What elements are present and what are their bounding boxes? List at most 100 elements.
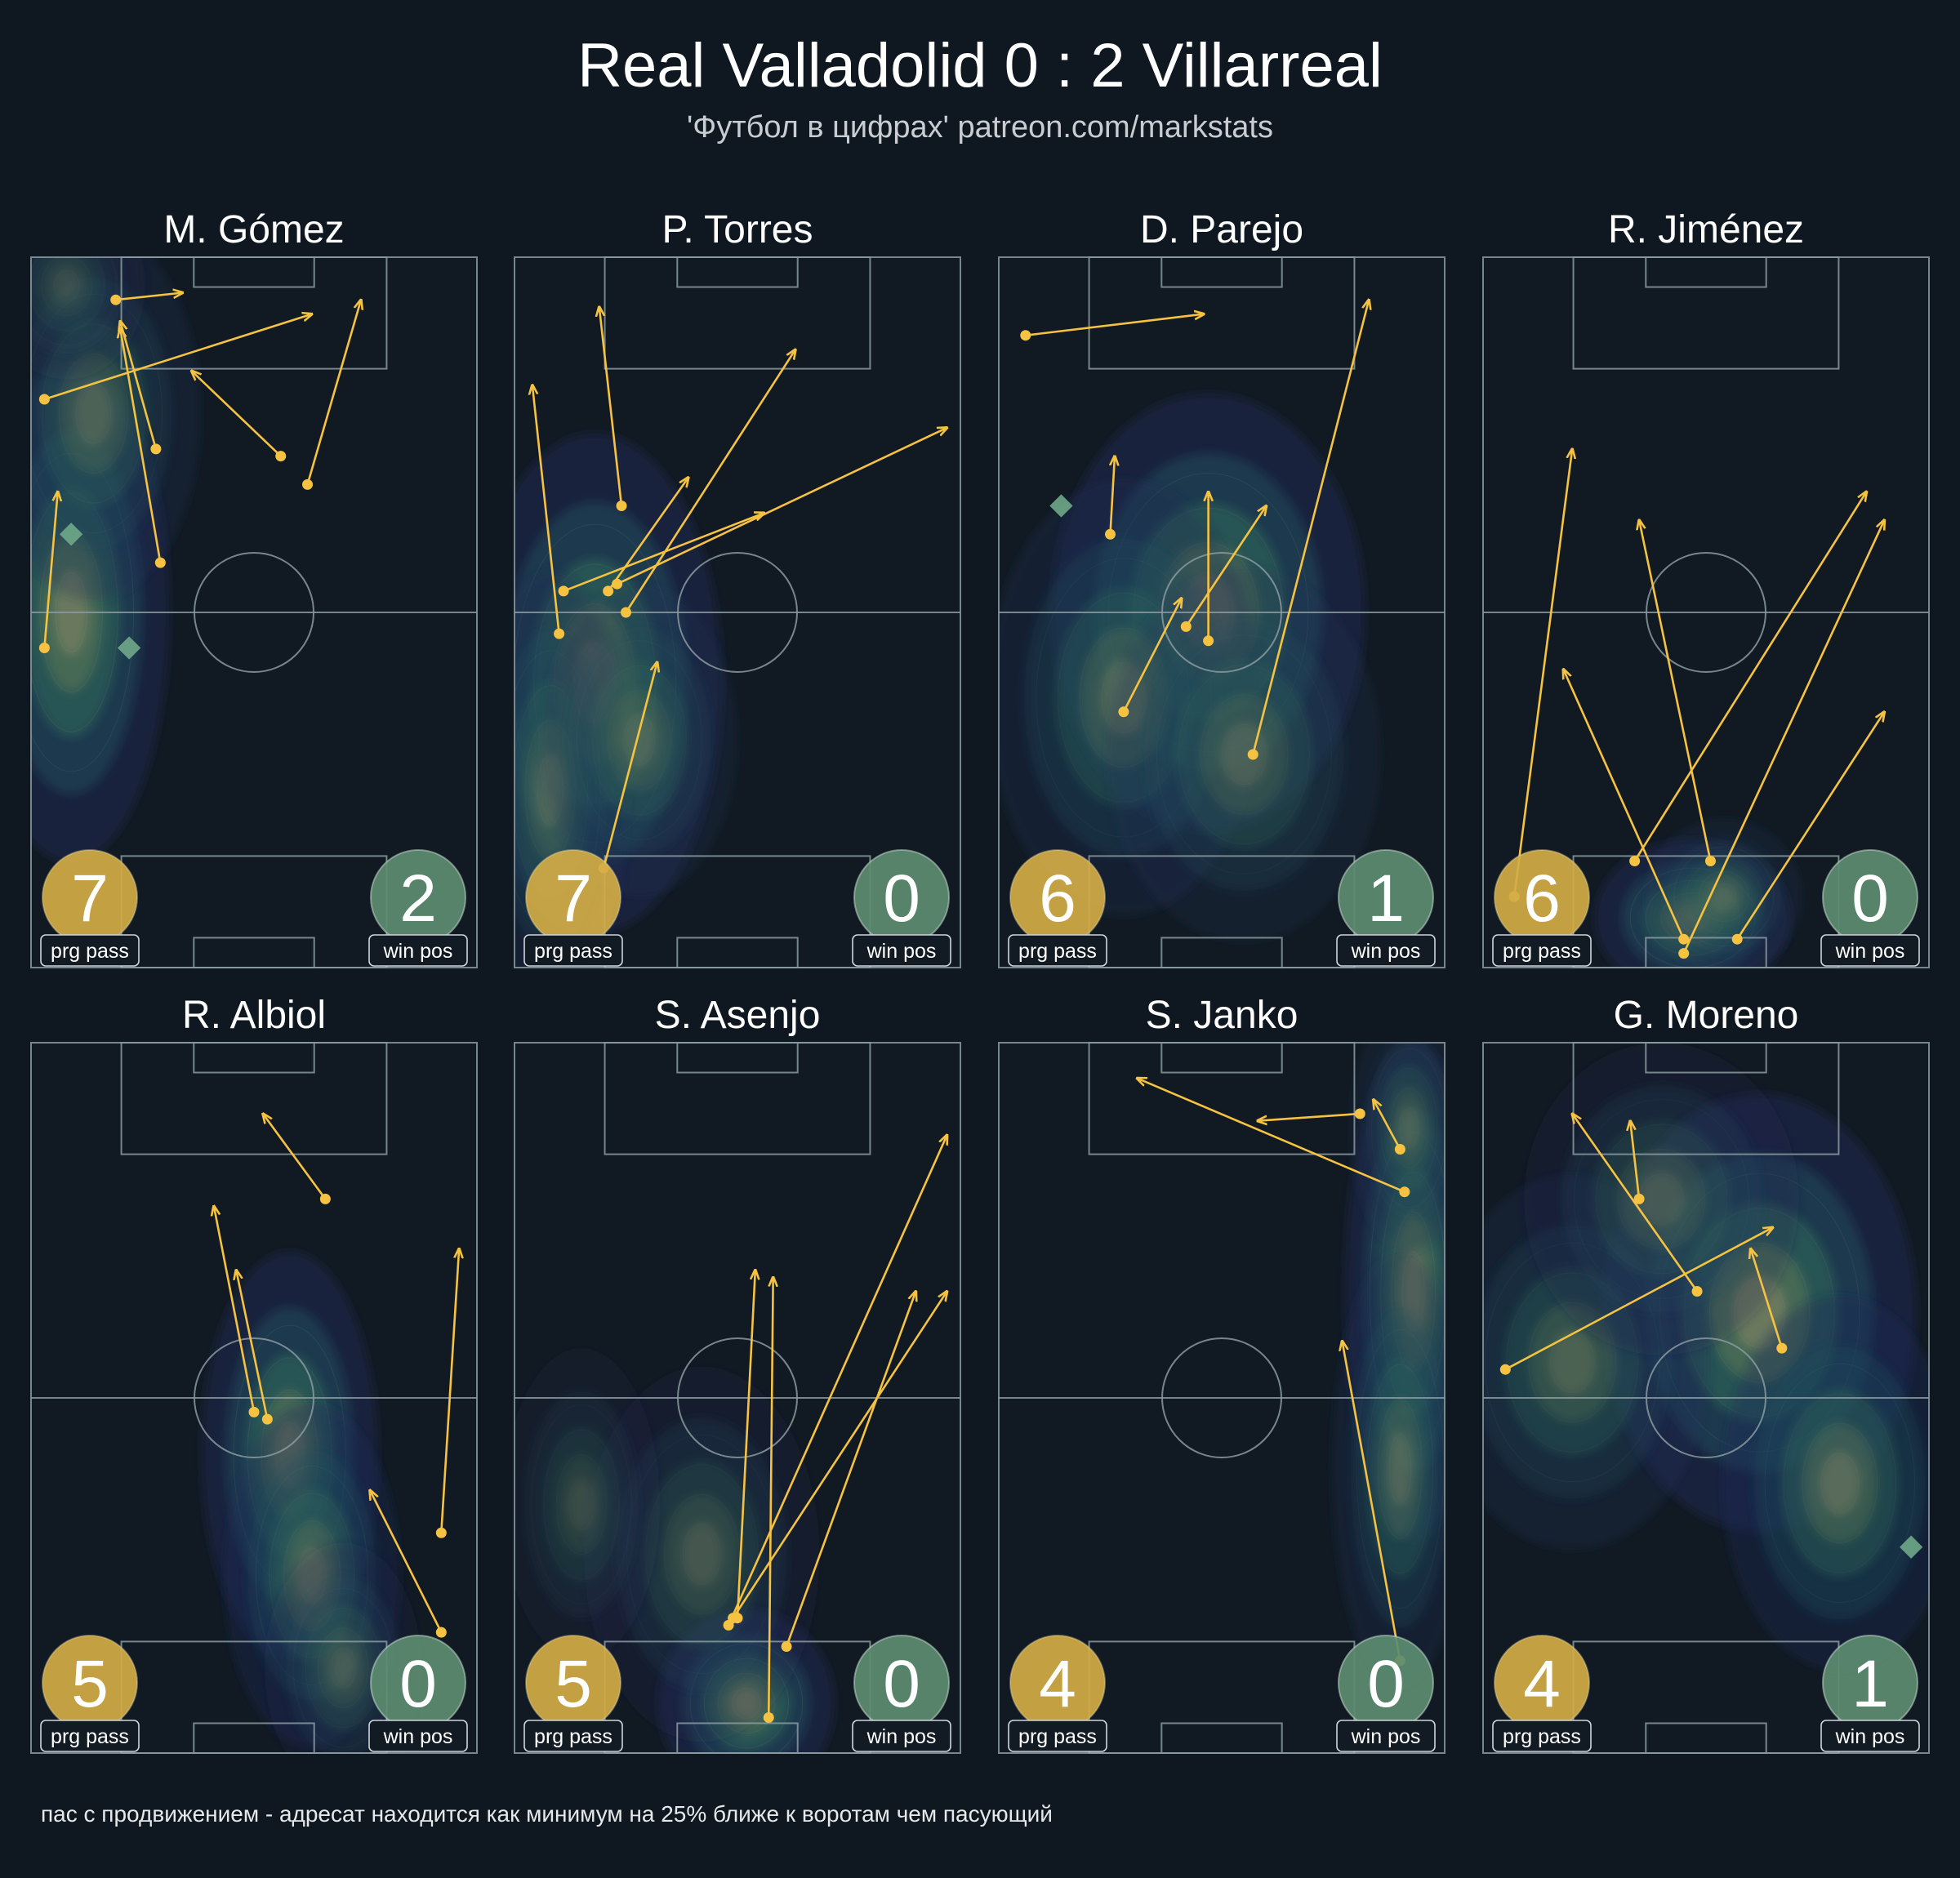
pass-origin-dot: [1629, 856, 1641, 866]
player-panel-8: G. Moreno 4 1 prg pass win pos: [1482, 994, 1930, 1755]
pass-origin-dot: [261, 1413, 273, 1425]
player-panel-6: S. Asenjo 5 0 prg pass win pos: [514, 994, 961, 1755]
density-blob: [568, 1477, 595, 1532]
goal-area-bottom: [193, 937, 315, 968]
density-blob: [1548, 1329, 1597, 1395]
progressive-pass-arrow: [732, 1292, 947, 1619]
center-circle: [194, 552, 314, 673]
prg-pass-count: 6: [1039, 861, 1076, 936]
density-contour: [623, 714, 656, 766]
prg-pass-count: 4: [1039, 1647, 1076, 1721]
progressive-pass-arrow: [1512, 449, 1572, 897]
density-contour: [531, 1404, 632, 1604]
pass-origin-dot: [612, 578, 623, 590]
win-pos-label-box: [1820, 934, 1920, 967]
pass-origin-dot: [302, 478, 314, 490]
pitch-markings: [1482, 1042, 1930, 1755]
density-contour: [1388, 1433, 1412, 1505]
density-blob: [1637, 1172, 1686, 1226]
progressive-pass-arrow: [263, 1114, 327, 1200]
page-subtitle: 'Футбол в цифрах' patreon.com/markstats: [687, 110, 1273, 145]
density-contour: [608, 690, 671, 790]
progressive-pass-arrow: [370, 1490, 443, 1633]
win-pos-label-box: [368, 1720, 468, 1752]
density-contour: [1573, 1099, 1749, 1299]
player-panels: M. Gómez 7 2 prg pass win pos P. Torres 7 0 prg …: [30, 208, 1930, 1755]
pass-origin-dot: [1247, 749, 1258, 760]
goal-area-top: [1645, 1042, 1767, 1074]
center-circle: [194, 1337, 314, 1458]
panel-title: P. Torres: [662, 208, 813, 251]
density-blob: [74, 380, 113, 447]
density-layer: [514, 1348, 835, 1753]
progressive-pass-arrow: [1572, 1114, 1699, 1293]
player-panel-2: P. Torres 7 0 prg pass win pos: [514, 208, 961, 969]
prg-pass-count: 6: [1523, 861, 1561, 936]
density-contour: [1356, 1328, 1445, 1609]
pitch-markings: [514, 256, 961, 969]
density-contour: [1389, 1088, 1428, 1168]
player-panel-1: M. Gómez 7 2 prg pass win pos: [30, 208, 478, 969]
win-pos-count: 0: [883, 861, 920, 936]
win-position-marker: [117, 636, 141, 660]
density-contour: [663, 1493, 740, 1614]
density-contour: [1802, 1422, 1878, 1543]
center-circle: [1161, 1337, 1282, 1458]
density-contour: [1820, 1453, 1860, 1514]
progressive-pass-arrow: [440, 1248, 459, 1533]
win-pos-count: 1: [1851, 1647, 1889, 1721]
progressive-pass-arrow: [1185, 506, 1266, 628]
prg-pass-count: 7: [555, 861, 592, 936]
goal-area-bottom: [1645, 1722, 1767, 1754]
density-contour: [1686, 858, 1762, 935]
density-contour: [1370, 1048, 1445, 1208]
progressive-pass-arrow: [736, 1270, 755, 1618]
win-position-marker: [1900, 1535, 1923, 1559]
player-panel-4: R. Jiménez 6 0 prg pass win pos: [1482, 208, 1930, 969]
pass-origin-dot: [1354, 1108, 1365, 1119]
pass-origin-dot: [728, 1613, 739, 1624]
progressive-pass-arrow: [1751, 1248, 1784, 1349]
pass-origin-dot: [1394, 1144, 1405, 1155]
win-pos-label: win pos: [383, 1725, 453, 1748]
center-circle: [1646, 552, 1766, 673]
progressive-pass-arrow: [1137, 1079, 1405, 1193]
density-contour: [1673, 846, 1775, 947]
player-panel-3: D. Parejo 6 1 prg pass win pos: [998, 208, 1446, 969]
pass-origin-dot: [154, 557, 166, 568]
density-blob: [1710, 883, 1738, 910]
pass-origin-dot: [621, 607, 631, 618]
pass-origin-dot: [1203, 635, 1214, 647]
pass-origin-dot: [150, 443, 162, 455]
density-blob: [1388, 1431, 1412, 1507]
progressive-pass-arrow: [607, 478, 688, 592]
density-blob: [329, 1646, 357, 1690]
progressive-pass-arrow: [1251, 300, 1369, 755]
density-contour: [31, 257, 118, 346]
win-pos-count: 0: [1367, 1647, 1405, 1721]
goal-area-top: [676, 1042, 799, 1074]
progressive-pass-arrow: [599, 307, 623, 506]
progressive-pass-arrow: [43, 492, 57, 648]
density-contour: [576, 640, 702, 840]
prg-pass-label: prg pass: [51, 1725, 129, 1748]
goal-area-top: [193, 256, 315, 288]
density-contour: [41, 257, 92, 316]
pass-origin-dot: [1704, 856, 1716, 866]
win-position-marker: [1049, 494, 1073, 518]
win-pos-count: 0: [883, 1647, 920, 1721]
win-pos-count: 2: [399, 861, 437, 936]
panel-title: G. Moreno: [1614, 994, 1799, 1037]
density-contour: [1711, 883, 1737, 910]
progressive-pass-arrow: [1633, 492, 1867, 862]
density-contour: [1380, 1067, 1438, 1188]
density-blob: [1398, 1106, 1419, 1150]
pass-origin-dot: [781, 1641, 792, 1652]
progressive-pass-arrow: [214, 1206, 256, 1413]
goal-area-top: [1645, 256, 1767, 288]
progressive-pass-arrow: [785, 1292, 915, 1647]
progressive-pass-arrow: [1630, 1121, 1641, 1199]
prg-pass-count: 4: [1523, 1647, 1561, 1721]
goal-area-bottom: [676, 1722, 799, 1754]
progressive-pass-arrow: [1111, 456, 1115, 535]
